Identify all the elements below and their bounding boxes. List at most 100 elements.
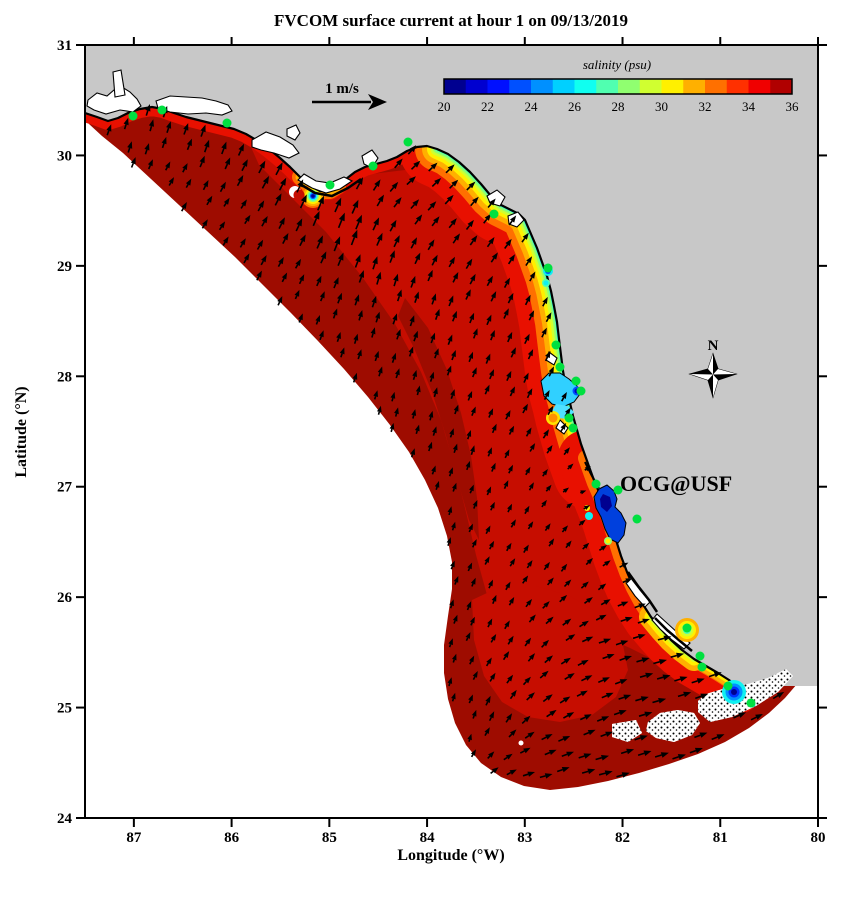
station-dot xyxy=(576,386,586,396)
colorbar-tick-label: 28 xyxy=(612,99,625,114)
estuary-escambia-arm xyxy=(112,69,126,98)
compass-rose: N xyxy=(688,338,738,399)
station-dot xyxy=(568,423,578,433)
tampa-bay-core xyxy=(600,494,612,512)
station-dot xyxy=(723,681,733,691)
barrier-island-sarasota xyxy=(626,571,659,613)
station-dot xyxy=(489,209,499,219)
shark-river-plume xyxy=(731,689,737,695)
current-vector-shafts xyxy=(106,110,779,779)
crystal-orange-spot xyxy=(548,413,558,423)
colorbar-cell xyxy=(705,79,728,94)
tampa-south-green xyxy=(605,538,611,544)
lagoon-apalachicola xyxy=(297,173,354,194)
station-dot xyxy=(682,623,692,633)
station-dot xyxy=(222,118,232,128)
station-dot xyxy=(128,111,138,121)
inlet-apalachee-2 xyxy=(507,211,525,228)
compass-star-facet xyxy=(708,354,713,375)
pinhole-2 xyxy=(518,740,524,746)
station-dot xyxy=(555,362,565,372)
shoal-crescent-inner xyxy=(293,189,305,201)
y-axis-label: Latitude (°N) xyxy=(13,386,30,477)
station-dot xyxy=(697,662,707,672)
y-tick-label: 25 xyxy=(57,701,72,717)
colorbar-tick-label: 30 xyxy=(655,99,668,114)
colorbar-cell xyxy=(444,79,467,94)
colorbar-cell xyxy=(639,79,662,94)
y-tick-label: 24 xyxy=(57,811,73,827)
x-tick-label: 81 xyxy=(713,830,728,846)
estuary-pensacola-bay xyxy=(86,86,142,115)
colorbar-cell xyxy=(531,79,554,94)
x-axis-label: Longitude (°W) xyxy=(397,847,504,864)
colorbar-cell xyxy=(552,79,575,94)
colorbar-cell xyxy=(509,79,532,94)
station-dot xyxy=(746,698,756,708)
colorbar-tick-label: 20 xyxy=(438,99,451,114)
compass-star-facet xyxy=(713,374,718,397)
estuary-st-andrew-bay xyxy=(251,131,300,159)
estuary-choctawhatchee-bay xyxy=(155,95,233,116)
colorbar-cell xyxy=(574,79,597,94)
colorbar-cell xyxy=(618,79,641,94)
tampa-mouth-cyan xyxy=(585,512,593,520)
x-tick-label: 85 xyxy=(322,830,337,846)
colorbar-cell xyxy=(726,79,749,94)
colorbar-cell xyxy=(770,79,793,94)
land-region xyxy=(85,45,818,686)
y-tick-label: 26 xyxy=(57,590,73,606)
shoal-stipple-keys-dots xyxy=(698,669,793,722)
colorbar-tick-label: 24 xyxy=(525,99,539,114)
station-dot xyxy=(403,137,413,147)
station-dot xyxy=(613,485,623,495)
apalachicola-plume xyxy=(311,194,315,198)
mid-maroon-band xyxy=(398,298,479,540)
station-dot xyxy=(543,263,553,273)
station-dot xyxy=(157,105,167,115)
y-tick-label: 27 xyxy=(57,480,73,496)
colorbar-cell xyxy=(487,79,510,94)
x-tick-label: 82 xyxy=(615,830,630,846)
shelf-red-region xyxy=(246,136,700,678)
plot-border xyxy=(84,44,819,819)
compass-label: N xyxy=(708,338,719,354)
x-tick-label: 83 xyxy=(517,830,532,846)
y-tick-label: 30 xyxy=(57,148,72,164)
apalachee-cyan-2 xyxy=(543,280,549,286)
colorbar-tick-label: 34 xyxy=(742,99,756,114)
station-dot xyxy=(368,161,378,171)
barrier-island-apalachicola xyxy=(299,177,362,198)
x-tick-label: 86 xyxy=(224,830,240,846)
compass-star-facet xyxy=(713,369,736,375)
south-shelf-red-region xyxy=(472,586,628,722)
colorbar-tick-label: 26 xyxy=(568,99,582,114)
x-tick-label: 87 xyxy=(126,830,142,846)
colorbar-cell xyxy=(748,79,771,94)
axes-frame: 87 86 85 84 83 82 81 80 24 25 26 27 28 29 30 31 xyxy=(57,37,827,846)
station-dot xyxy=(695,651,705,661)
colorbar-tick-label: 22 xyxy=(481,99,494,114)
barrier-island-captiva xyxy=(654,617,693,652)
colorbar-tick-label: 32 xyxy=(699,99,712,114)
colorbar-frame xyxy=(443,78,793,95)
station-markers xyxy=(128,105,756,708)
shoal-stipple-1-dots xyxy=(612,720,642,742)
colorbar-cell xyxy=(661,79,684,94)
current-vectors xyxy=(106,104,785,779)
x-tick-label: 80 xyxy=(811,830,826,846)
y-tick-label: 29 xyxy=(57,259,72,275)
station-dot xyxy=(325,180,335,190)
scale-arrow-head xyxy=(368,94,387,110)
page-title: FVCOM surface current at hour 1 on 09/13… xyxy=(274,11,628,30)
annotation-ocg-usf: OCG@USF xyxy=(620,471,732,496)
x-tick-label: 84 xyxy=(420,830,436,846)
pinhole-1 xyxy=(453,744,459,750)
colorbar-cell xyxy=(465,79,488,94)
station-dot xyxy=(551,340,561,350)
map-layers xyxy=(85,45,818,790)
station-dot xyxy=(591,479,601,489)
colorbar-cell xyxy=(683,79,706,94)
